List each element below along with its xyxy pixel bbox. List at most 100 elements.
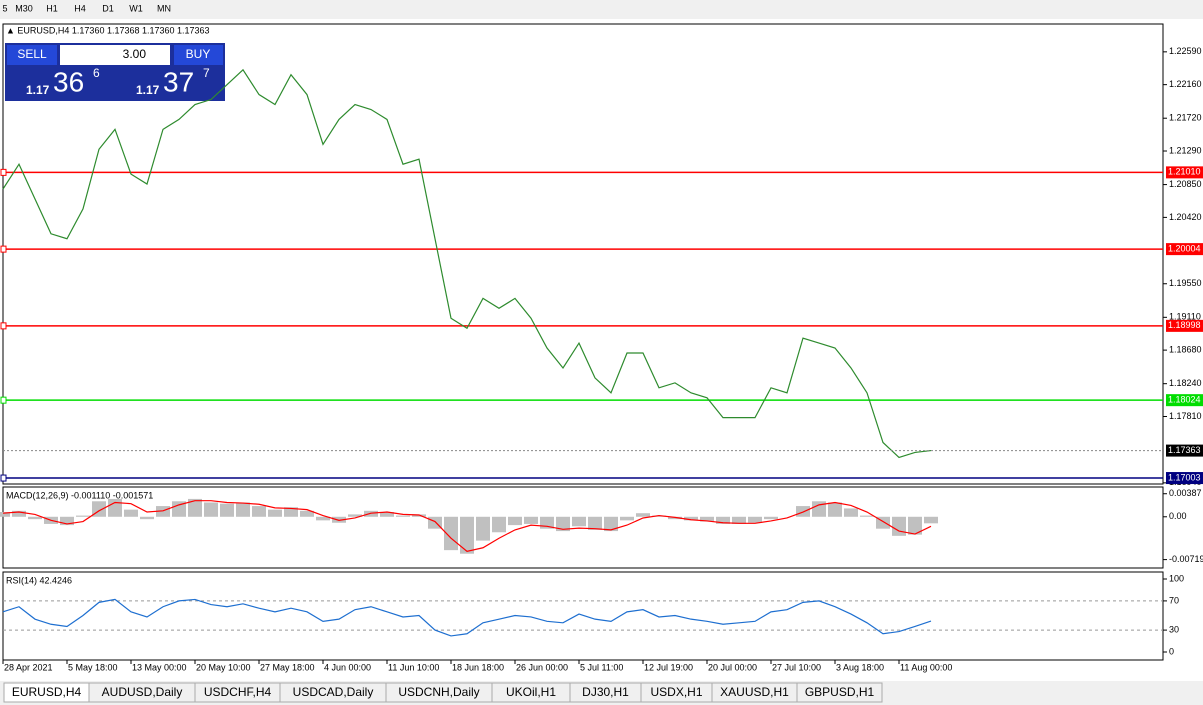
sell-button[interactable]	[7, 45, 57, 65]
y-tick-label: 1.21290	[1169, 145, 1202, 155]
tab-label: UKOil,H1	[506, 685, 556, 699]
macd-bar	[556, 516, 570, 532]
x-tick-label: 5 May 18:00	[68, 662, 118, 672]
y-tick-label: 1.20420	[1169, 212, 1202, 222]
main-panel	[2, 23, 1164, 485]
timeframe-button[interactable]: MN	[157, 3, 171, 13]
macd-bar	[876, 516, 890, 529]
macd-bar	[684, 516, 698, 521]
macd-bar	[28, 516, 42, 520]
macd-bar	[108, 498, 122, 517]
rsi-title: RSI(14) 42.4246	[6, 575, 72, 585]
macd-bar	[540, 516, 554, 529]
x-tick-label: 20 Jul 00:00	[708, 662, 757, 672]
y-tick-label: 0	[1169, 646, 1174, 656]
level-handle	[0, 245, 7, 253]
y-tick-label: 1.18680	[1169, 344, 1202, 354]
buy-frac: 7	[203, 66, 210, 80]
sell-pips: 36	[53, 66, 84, 97]
macd-bar	[812, 501, 826, 517]
x-tick-label: 11 Jun 10:00	[388, 662, 439, 672]
toolbar	[0, 0, 1203, 19]
volume-input[interactable]	[60, 45, 170, 65]
macd-bar	[316, 516, 330, 521]
level-label-bg	[1166, 166, 1203, 179]
level-label-bg	[1166, 319, 1203, 332]
level-handle	[0, 168, 7, 176]
macd-bar	[300, 510, 314, 517]
macd-bar	[172, 501, 186, 517]
macd-bar	[604, 516, 618, 532]
sell-frac: 6	[93, 66, 100, 80]
chart-title: ▲ EURUSD,H4 1.17360 1.17368 1.17360 1.17…	[6, 25, 210, 35]
macd-bar	[76, 515, 90, 517]
x-tick-label: 26 Jun 00:00	[516, 662, 568, 672]
macd-bar	[460, 516, 474, 554]
y-tick-label: 0.00387	[1169, 488, 1202, 498]
macd-bar	[748, 516, 762, 523]
timeframe-button[interactable]: 5	[2, 3, 7, 13]
sell-label: SELL	[17, 47, 47, 61]
tab-label: EURUSD,H4	[12, 685, 82, 699]
volume: 3.00	[123, 47, 147, 61]
level-label: 1.18024	[1168, 395, 1201, 405]
y-tick-label: 1.17810	[1169, 411, 1202, 421]
level-label: 1.17003	[1168, 472, 1201, 482]
x-tick-label: 20 May 10:00	[196, 662, 251, 672]
x-tick-label: 13 May 00:00	[132, 662, 187, 672]
macd-bar	[732, 516, 746, 524]
timeframe-button[interactable]: H1	[46, 3, 58, 13]
rsi-panel	[2, 571, 1164, 661]
level-label-bg	[1166, 243, 1203, 256]
level-label: 1.20004	[1168, 243, 1201, 253]
macd-bar	[396, 515, 410, 517]
macd-bar	[828, 502, 842, 517]
timeframe-button[interactable]: H4	[74, 3, 86, 13]
tab-label: GBPUSD,H1	[805, 685, 875, 699]
y-tick-label: 1.19550	[1169, 278, 1202, 288]
current-price-bg	[1166, 444, 1203, 457]
macd-bar	[60, 516, 74, 526]
timeframe-button[interactable]: M30	[15, 3, 33, 13]
buy-label: BUY	[186, 47, 211, 61]
macd-bar	[268, 509, 282, 517]
tab-label: XAUUSD,H1	[720, 685, 789, 699]
tab-label: USDCHF,H4	[204, 685, 272, 699]
sell-big: 1.17	[26, 83, 50, 97]
macd-bar	[236, 502, 250, 517]
rsi-line	[2, 598, 932, 637]
macd-bar	[924, 516, 938, 524]
x-tick-label: 3 Aug 18:00	[836, 662, 884, 672]
macd-bar	[636, 513, 650, 517]
macd-bar	[284, 507, 298, 517]
macd-bar	[508, 516, 522, 526]
macd-bar	[220, 503, 234, 517]
x-tick-label: 27 Jul 10:00	[772, 662, 821, 672]
tab[interactable]	[796, 682, 883, 703]
buy-button[interactable]	[174, 45, 223, 65]
y-tick-label: 1.22590	[1169, 46, 1202, 56]
macd-bar	[908, 516, 922, 535]
y-tick-label: 1.18240	[1169, 378, 1202, 388]
macd-bar	[892, 516, 906, 536]
y-tick-label: 0.00	[1169, 511, 1187, 521]
timeframe-button[interactable]: W1	[129, 3, 143, 13]
y-tick-label: 1.19110	[1169, 312, 1201, 322]
macd-bar	[428, 516, 442, 529]
macd-bar	[252, 506, 266, 517]
macd-bar	[476, 516, 490, 541]
tab-label: USDX,H1	[650, 685, 702, 699]
x-tick-label: 18 Jun 18:00	[452, 662, 504, 672]
tab-label: USDCAD,Daily	[293, 685, 374, 699]
macd-bar	[524, 516, 538, 524]
macd-bar	[204, 502, 218, 517]
level-label-bg	[1166, 472, 1203, 485]
macd-title: MACD(12,26,9) -0.001110 -0.001571	[6, 490, 153, 500]
macd-bar	[844, 508, 858, 517]
macd-bar	[572, 516, 586, 527]
level-handle	[0, 474, 7, 482]
macd-bar	[140, 516, 154, 520]
timeframe-button[interactable]: D1	[102, 3, 114, 13]
buy-big: 1.17	[136, 83, 160, 97]
